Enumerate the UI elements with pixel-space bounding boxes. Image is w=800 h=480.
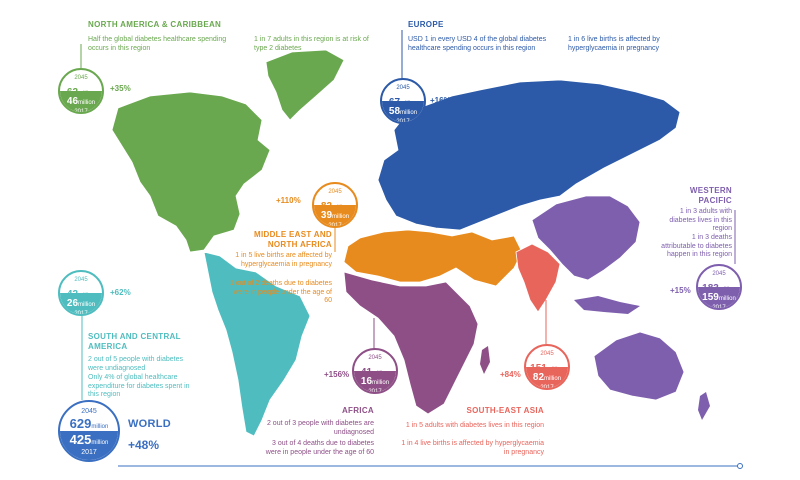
na-increase: +35% (110, 84, 131, 93)
wp-value-now: 159 (702, 292, 719, 303)
eu-title: EUROPE (408, 20, 444, 29)
na-unit-now: million (78, 100, 96, 106)
sa-year-future: 2045 (74, 277, 88, 283)
eu-year-now: 2017 (396, 119, 410, 124)
region-south-america (203, 251, 311, 437)
region-madagascar (480, 346, 490, 374)
wp-fact-adults: 1 in 3 adults with diabetes lives in thi… (669, 208, 732, 232)
sea-fact-adults: 1 in 5 adults with diabetes lives in thi… (405, 422, 544, 429)
sa-unit-now: million (78, 302, 96, 308)
mena-badge: 2045 82million 39million 2017 (312, 182, 358, 228)
region-greenland (265, 49, 345, 121)
wp-title: WESTERN PACIFIC (689, 186, 732, 205)
mena-increase: +110% (276, 196, 301, 205)
region-western-pacific (531, 195, 641, 281)
africa-badge: 2045 41million 16million 2017 (352, 348, 398, 394)
sa-title: SOUTH AND CENTRAL AMERICA (88, 332, 181, 351)
world-unit-now: million (91, 440, 109, 446)
wp-badge: 2045 183million 159million 2017 (696, 264, 742, 310)
connector-world-end (737, 463, 743, 469)
world-unit-future: million (91, 424, 109, 430)
mena-unit-now: million (332, 214, 350, 220)
eu-fact-births: 1 in 6 live births is affected by hyperg… (568, 36, 660, 52)
eu-fact-spending: USD 1 in every USD 4 of the global diabe… (408, 36, 547, 52)
na-title: NORTH AMERICA & CARIBBEAN (88, 20, 222, 29)
world-year-future: 2045 (81, 408, 97, 415)
na-fact-spending: Half the global diabetes healthcare spen… (88, 36, 227, 52)
eu-unit-now: million (400, 110, 418, 116)
world-value-future: 629 (69, 416, 92, 431)
world-badge: 2045 629million 425million 2017 (58, 400, 120, 462)
mena-value-now: 39 (320, 210, 333, 221)
sa-fact-undiagnosed: 2 out of 5 people with diabetes were und… (88, 356, 183, 372)
eu-increase: +16% (430, 96, 451, 105)
mena-fact-births: 1 in 5 live births are affected by hyper… (235, 252, 332, 268)
africa-value-now: 16 (360, 376, 373, 387)
africa-year-future: 2045 (368, 355, 382, 361)
region-mena (343, 229, 523, 287)
africa-title: AFRICA (341, 406, 374, 415)
eu-badge: 2045 67million 58million 2017 (380, 78, 426, 124)
mena-title: MIDDLE EAST AND NORTH AFRICA (254, 230, 332, 249)
world-value-now: 425 (69, 432, 92, 447)
sa-badge: 2045 42million 26million 2017 (58, 270, 104, 316)
sa-value-now: 26 (66, 298, 79, 309)
region-new-zealand (698, 392, 710, 420)
mena-year-future: 2045 (328, 189, 342, 195)
wp-fact-deaths: 1 in 3 deaths attributable to diabetes h… (661, 234, 732, 258)
africa-fact-deaths: 3 out of 4 deaths due to diabetes were i… (265, 440, 374, 456)
region-australia (593, 331, 685, 401)
africa-increase: +156% (324, 370, 350, 379)
region-north-america (111, 91, 271, 253)
sea-title: SOUTH-EAST ASIA (466, 406, 544, 415)
eu-year-future: 2045 (396, 85, 410, 91)
mena-year-now: 2017 (328, 223, 342, 228)
sea-value-now: 82 (532, 372, 545, 383)
region-islands (574, 296, 640, 314)
eu-value-now: 58 (388, 106, 401, 117)
wp-unit-now: million (718, 296, 736, 302)
wp-increase: +15% (670, 286, 691, 295)
mena-fact-deaths: 1 out of 2 deaths due to diabetes were i… (230, 280, 332, 304)
sa-fact-spending: Only 4% of global healthcare expenditure… (88, 374, 190, 398)
na-year-now: 2017 (74, 109, 88, 114)
na-year-future: 2045 (74, 75, 88, 81)
world-increase: +48% (128, 438, 160, 452)
sa-year-now: 2017 (74, 311, 88, 316)
sea-badge: 2045 151million 82million 2017 (524, 344, 570, 390)
na-badge: 2045 62million 46million 2017 (58, 68, 104, 114)
africa-year-now: 2017 (368, 389, 382, 394)
sea-fact-births: 1 in 4 live births is affected by hyperg… (401, 440, 544, 456)
na-fact-risk: 1 in 7 adults in this region is at risk … (254, 36, 369, 52)
world-title: WORLD (128, 418, 172, 430)
sea-year-future: 2045 (540, 351, 554, 357)
wp-year-now: 2017 (712, 305, 726, 310)
africa-fact-undiagnosed: 2 out of 3 people with diabetes are undi… (266, 420, 374, 436)
sea-year-now: 2017 (540, 385, 554, 390)
africa-unit-now: million (372, 380, 390, 386)
region-africa (343, 271, 479, 415)
world-year-now: 2017 (81, 449, 97, 456)
na-value-now: 46 (66, 96, 79, 107)
wp-year-future: 2045 (712, 271, 726, 277)
sa-increase: +62% (110, 288, 131, 297)
sea-unit-now: million (544, 376, 562, 382)
sea-increase: +84% (500, 370, 521, 379)
